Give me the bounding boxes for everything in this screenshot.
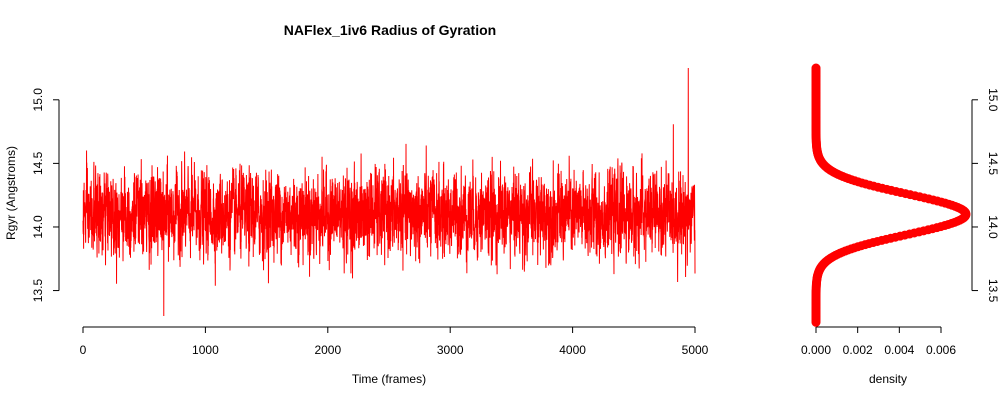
x-tick-label: 3000 [437,343,464,357]
x-tick-label: 5000 [682,343,709,357]
density-y-tick-label: 14.5 [986,152,1000,176]
x-tick-label: 0 [80,343,87,357]
density-axis-label: density [869,372,907,386]
y-axis-label: Rgyr (Angstroms) [4,146,18,240]
time-series-panel: 0 1000 2000 3000 4000 5000 13.5 14.0 14.5 15.0 [31,67,709,357]
density-y-tick-label: 14.0 [986,215,1000,239]
rgyr-series-line [82,67,696,317]
x-tick-label: 4000 [559,343,586,357]
y-axis: 13.5 14.0 14.5 15.0 [31,88,60,303]
density-x-tick-label: 0.004 [884,343,914,357]
y-tick-label: 15.0 [31,88,45,112]
density-x-tick-label: 0.000 [801,343,831,357]
y-tick-label: 13.5 [31,279,45,303]
density-series [811,63,971,327]
y-tick-label: 14.5 [31,151,45,175]
x-axis: 0 1000 2000 3000 4000 5000 [80,326,709,357]
density-panel: 0.000 0.002 0.004 0.006 13.5 14.0 14.5 15.0 [801,63,1000,357]
x-tick-label: 2000 [314,343,341,357]
density-y-tick-label: 13.5 [986,279,1000,303]
chart-title: NAFlex_1iv6 Radius of Gyration [284,22,496,38]
density-y-tick-label: 15.0 [986,88,1000,112]
x-axis-label: Time (frames) [352,372,426,386]
density-x-tick-label: 0.002 [843,343,873,357]
density-y-axis-right: 13.5 14.0 14.5 15.0 [971,88,1000,303]
density-x-tick-label: 0.006 [926,343,956,357]
density-x-axis: 0.000 0.002 0.004 0.006 [801,326,956,357]
density-point [811,63,821,73]
y-tick-label: 14.0 [31,215,45,239]
x-tick-label: 1000 [192,343,219,357]
